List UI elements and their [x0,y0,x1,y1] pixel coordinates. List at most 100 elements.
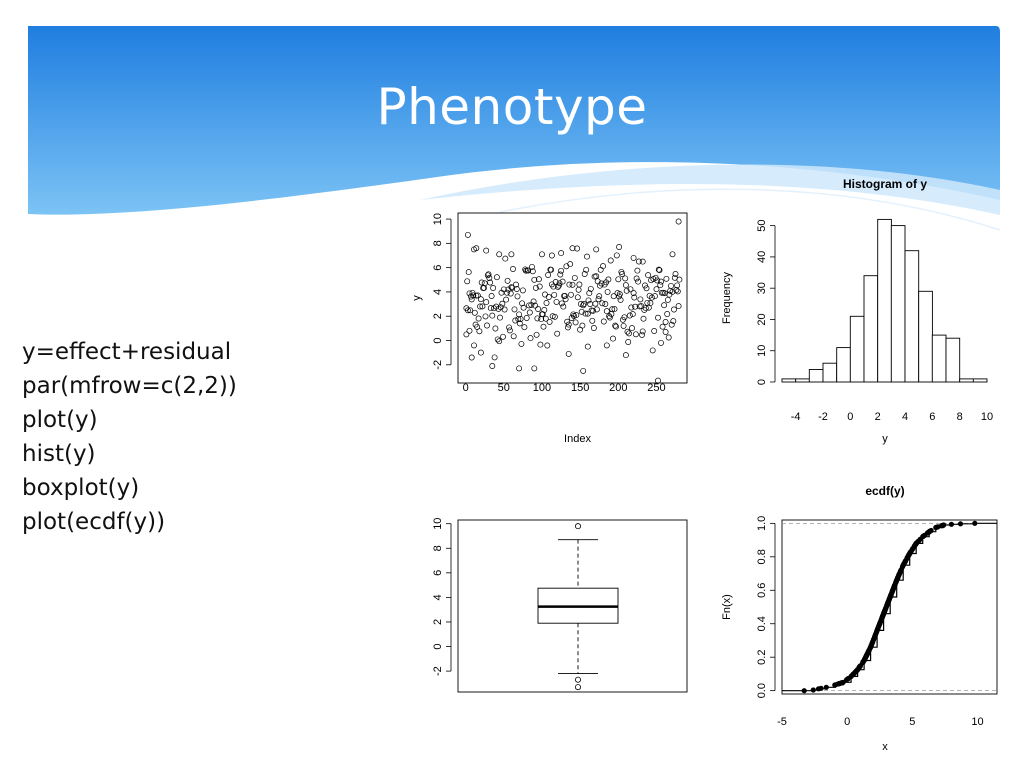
histogram-bar [945,337,961,383]
scatter-point [619,271,626,277]
scatter-point [506,324,513,331]
scatter-point [579,322,586,329]
scatter-point [616,291,623,298]
x-axis-label: y [882,433,888,445]
scatter-point [639,331,645,338]
histogram-bar [972,378,988,383]
scatter-point [464,231,471,238]
banner-swoosh [420,164,1000,215]
scatter-point [501,306,508,313]
x-axis-tick-label: 0 [844,716,850,728]
scatter-point [613,252,620,259]
histogram-bar [795,378,810,383]
scatter-point [557,271,564,278]
scatter-point [533,331,540,338]
ecdf-point [874,627,880,633]
y-axis-tick-label: -2 [432,666,444,676]
ecdf-point [871,636,877,642]
ecdf-point [957,521,964,527]
banner-swoosh-thin [499,188,1001,231]
x-axis-tick-label: 10 [971,716,983,728]
histogram-bar [959,378,974,383]
scatter-point [589,317,596,324]
ecdf-step-line [782,522,997,692]
chart-title: Histogram of y [843,177,927,191]
banner-shape [28,26,1000,215]
scatter-point [630,290,637,296]
scatter-point [584,253,590,260]
scatter-point [633,275,640,282]
scatter-point [489,363,496,369]
scatter-point [657,282,664,289]
plot-frame [781,519,998,695]
scatter-point [535,306,542,312]
histogram-bar [849,315,865,383]
scatter-point [477,303,484,310]
scatter-point [624,328,631,335]
scatter-point [542,315,549,322]
scatter-point [642,305,649,312]
scatter-point [471,342,477,349]
scatter-point [554,330,561,337]
scatter-point [656,267,663,274]
scatter-point [493,274,500,281]
scatter-point [478,279,485,286]
scatter-point [483,299,490,306]
scatter-point [590,307,597,314]
ecdf-point [832,682,838,688]
ecdf-point [900,562,906,568]
scatter-point [610,335,616,342]
scatter-point [558,300,565,307]
scatter-point [558,250,565,257]
scatter-point [532,302,539,309]
scatter-point [544,342,551,349]
scatter-point [507,290,514,297]
ecdf-point [896,573,902,579]
outlier-point [574,523,581,530]
scatter-point [521,324,528,331]
ecdf-point [972,520,978,526]
scatter-point [600,263,606,270]
scatter-point [593,246,600,253]
scatter-point [581,271,588,277]
scatter-point [571,274,578,281]
y-axis-tick-label: 0 [432,643,444,649]
scatter-point [564,318,571,325]
ecdf-point [904,555,910,561]
scatter-point [541,307,548,313]
y-axis-tick-label: 50 [756,220,768,232]
scatter-point [473,245,480,252]
scatter-point [671,306,677,313]
ecdf-plot: ecdf(y) 0.0 0.2 0.4 0.6 0.8 1.0 -5 0 5 10 Fn(x) x [721,484,998,753]
y-axis-tick-label: 30 [756,282,768,294]
scatter-point [625,339,632,345]
scatter-point [531,276,538,283]
ecdf-point [885,600,891,606]
y-axis-tick-label: 0.4 [756,616,768,631]
scatter-point [566,281,573,288]
scatter-point [648,294,655,301]
scatter-point [622,352,629,359]
y-axis-tick-label: 0.6 [756,583,768,598]
scatter-point [481,284,487,291]
code-line: hist(y) [22,441,96,467]
code-line: boxplot(y) [22,475,140,501]
scatter-point [470,292,477,299]
scatter-point [568,291,574,298]
scatter-point [658,339,664,346]
y-axis-tick-label: 2 [432,619,444,625]
scatter-point [549,313,556,320]
scatter-point [664,311,671,317]
scatter-point [672,271,679,277]
scatter-point [600,318,607,325]
scatter-point [527,335,534,342]
scatter-point [597,266,604,273]
scatter-point [598,280,605,287]
scatter-point [553,298,560,305]
scatter-point [592,300,599,307]
scatter-point [500,333,506,340]
ecdf-point [948,521,954,527]
scatter-point [488,293,495,299]
scatter-point [630,254,637,261]
scatter-point [536,283,543,290]
